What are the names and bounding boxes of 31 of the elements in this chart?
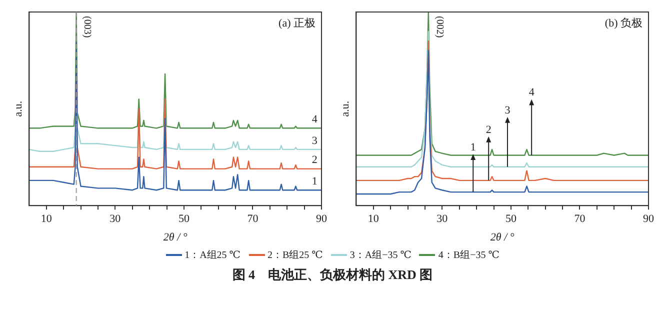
legend-label: 4：B组−35 ℃: [438, 249, 500, 262]
annotation: 3: [312, 134, 318, 147]
annotation: (003): [82, 16, 93, 38]
annotation: 3: [504, 104, 511, 116]
x-axis-title: 2θ / °: [490, 231, 515, 244]
annotation: 2: [486, 124, 492, 136]
x-tick-label: 90: [643, 213, 654, 226]
x-tick-label: 70: [574, 213, 586, 226]
x-tick-label: 10: [368, 213, 380, 226]
legend-label: 3：A组−35 ℃: [350, 249, 412, 262]
legend-label: 2：B组25 ℃: [268, 249, 323, 262]
x-tick-label: 30: [436, 213, 448, 226]
x-tick-label: 30: [110, 213, 122, 226]
annotation: 2: [312, 154, 318, 166]
annotation: 1: [312, 176, 318, 188]
annotation: (b) 负极: [604, 17, 642, 30]
y-axis-title: a.u.: [339, 100, 352, 117]
annotation: (a) 正极: [278, 17, 316, 30]
legend-label: 1：A组25 ℃: [184, 249, 240, 262]
x-tick-label: 50: [178, 213, 190, 226]
x-tick-label: 10: [40, 213, 52, 226]
x-tick-label: 90: [316, 213, 328, 226]
text: 图 4 电池正、负极材料的 XRD 图: [231, 266, 434, 284]
y-axis-title: a.u.: [12, 100, 24, 117]
x-tick-label: 50: [505, 213, 517, 226]
x-tick-label: 70: [247, 213, 259, 226]
annotation: 1: [470, 141, 476, 154]
annotation: 4: [528, 86, 535, 99]
x-axis-title: 2θ / °: [163, 231, 188, 244]
annotation: 4: [312, 114, 318, 126]
annotation: (002): [434, 16, 445, 38]
